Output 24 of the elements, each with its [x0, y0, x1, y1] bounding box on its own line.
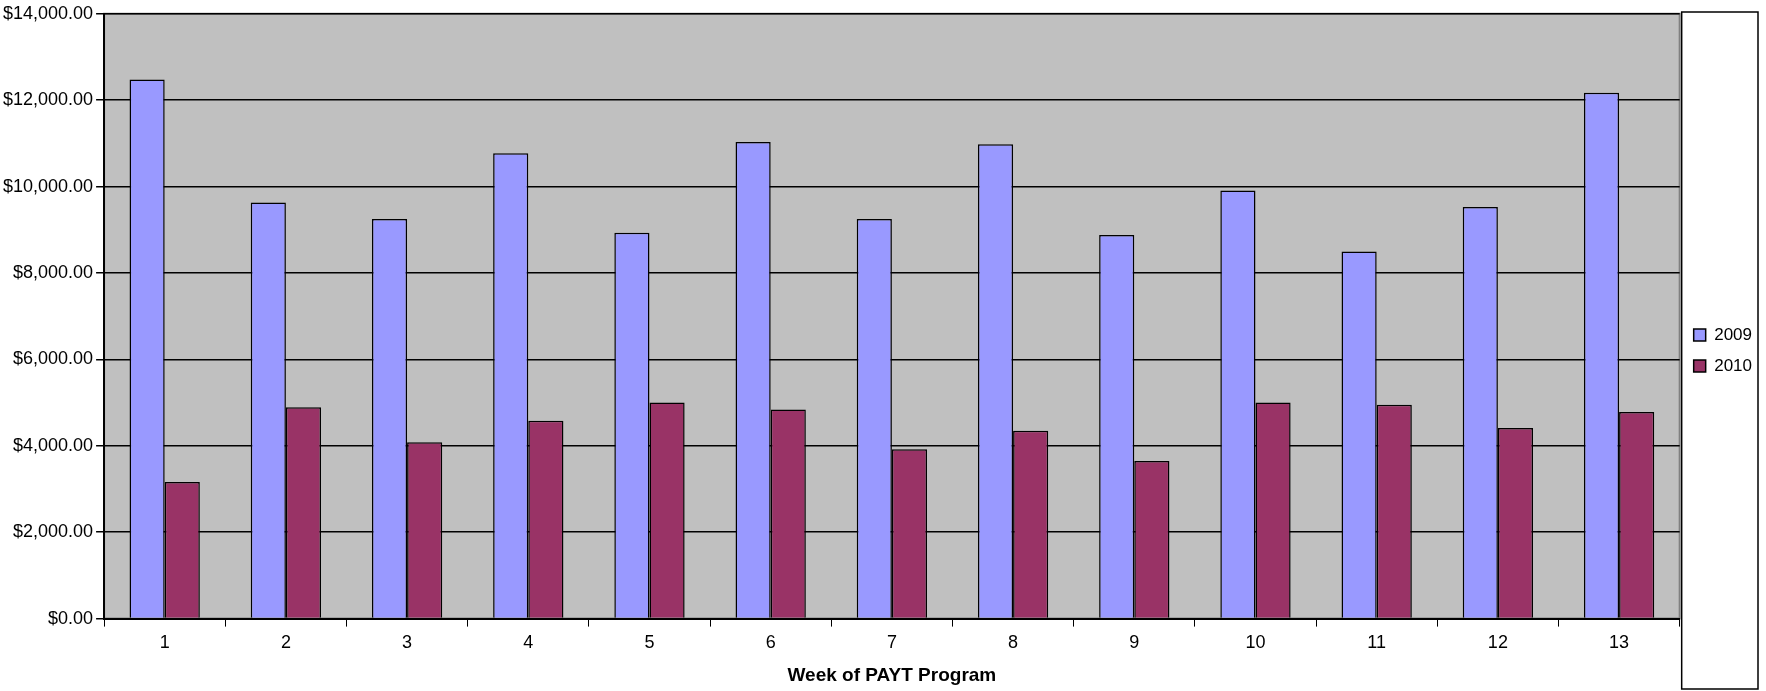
x-tick-label: 1	[159, 632, 170, 653]
x-tick-label: 4	[523, 632, 534, 653]
y-tick-label: $14,000.00	[2, 2, 94, 23]
x-tick-label: 2	[280, 632, 291, 653]
x-tick-label: 6	[765, 632, 776, 653]
x-tick-label: 5	[644, 632, 655, 653]
y-tick-label: $4,000.00	[13, 434, 94, 455]
y-tick-label: $0.00	[48, 607, 94, 628]
y-tick-label: $8,000.00	[13, 261, 94, 282]
x-tick-label: 7	[886, 632, 897, 653]
legend-label: 2009	[1714, 324, 1753, 344]
y-tick-label: $10,000.00	[2, 175, 94, 196]
y-tick-label: $12,000.00	[2, 89, 94, 110]
x-tick-label: 3	[402, 632, 413, 653]
x-tick-label: 12	[1487, 632, 1508, 653]
legend-label: 2010	[1714, 355, 1753, 375]
x-tick-label: 8	[1008, 632, 1019, 653]
x-tick-label: 9	[1129, 632, 1140, 653]
y-tick-label: $6,000.00	[13, 348, 94, 369]
x-axis-title: Week of PAYT Program	[787, 663, 997, 685]
x-tick-label: 11	[1367, 632, 1387, 653]
x-tick-label: 10	[1245, 632, 1266, 653]
y-tick-label: $2,000.00	[13, 521, 94, 542]
x-tick-label: 13	[1609, 632, 1630, 653]
